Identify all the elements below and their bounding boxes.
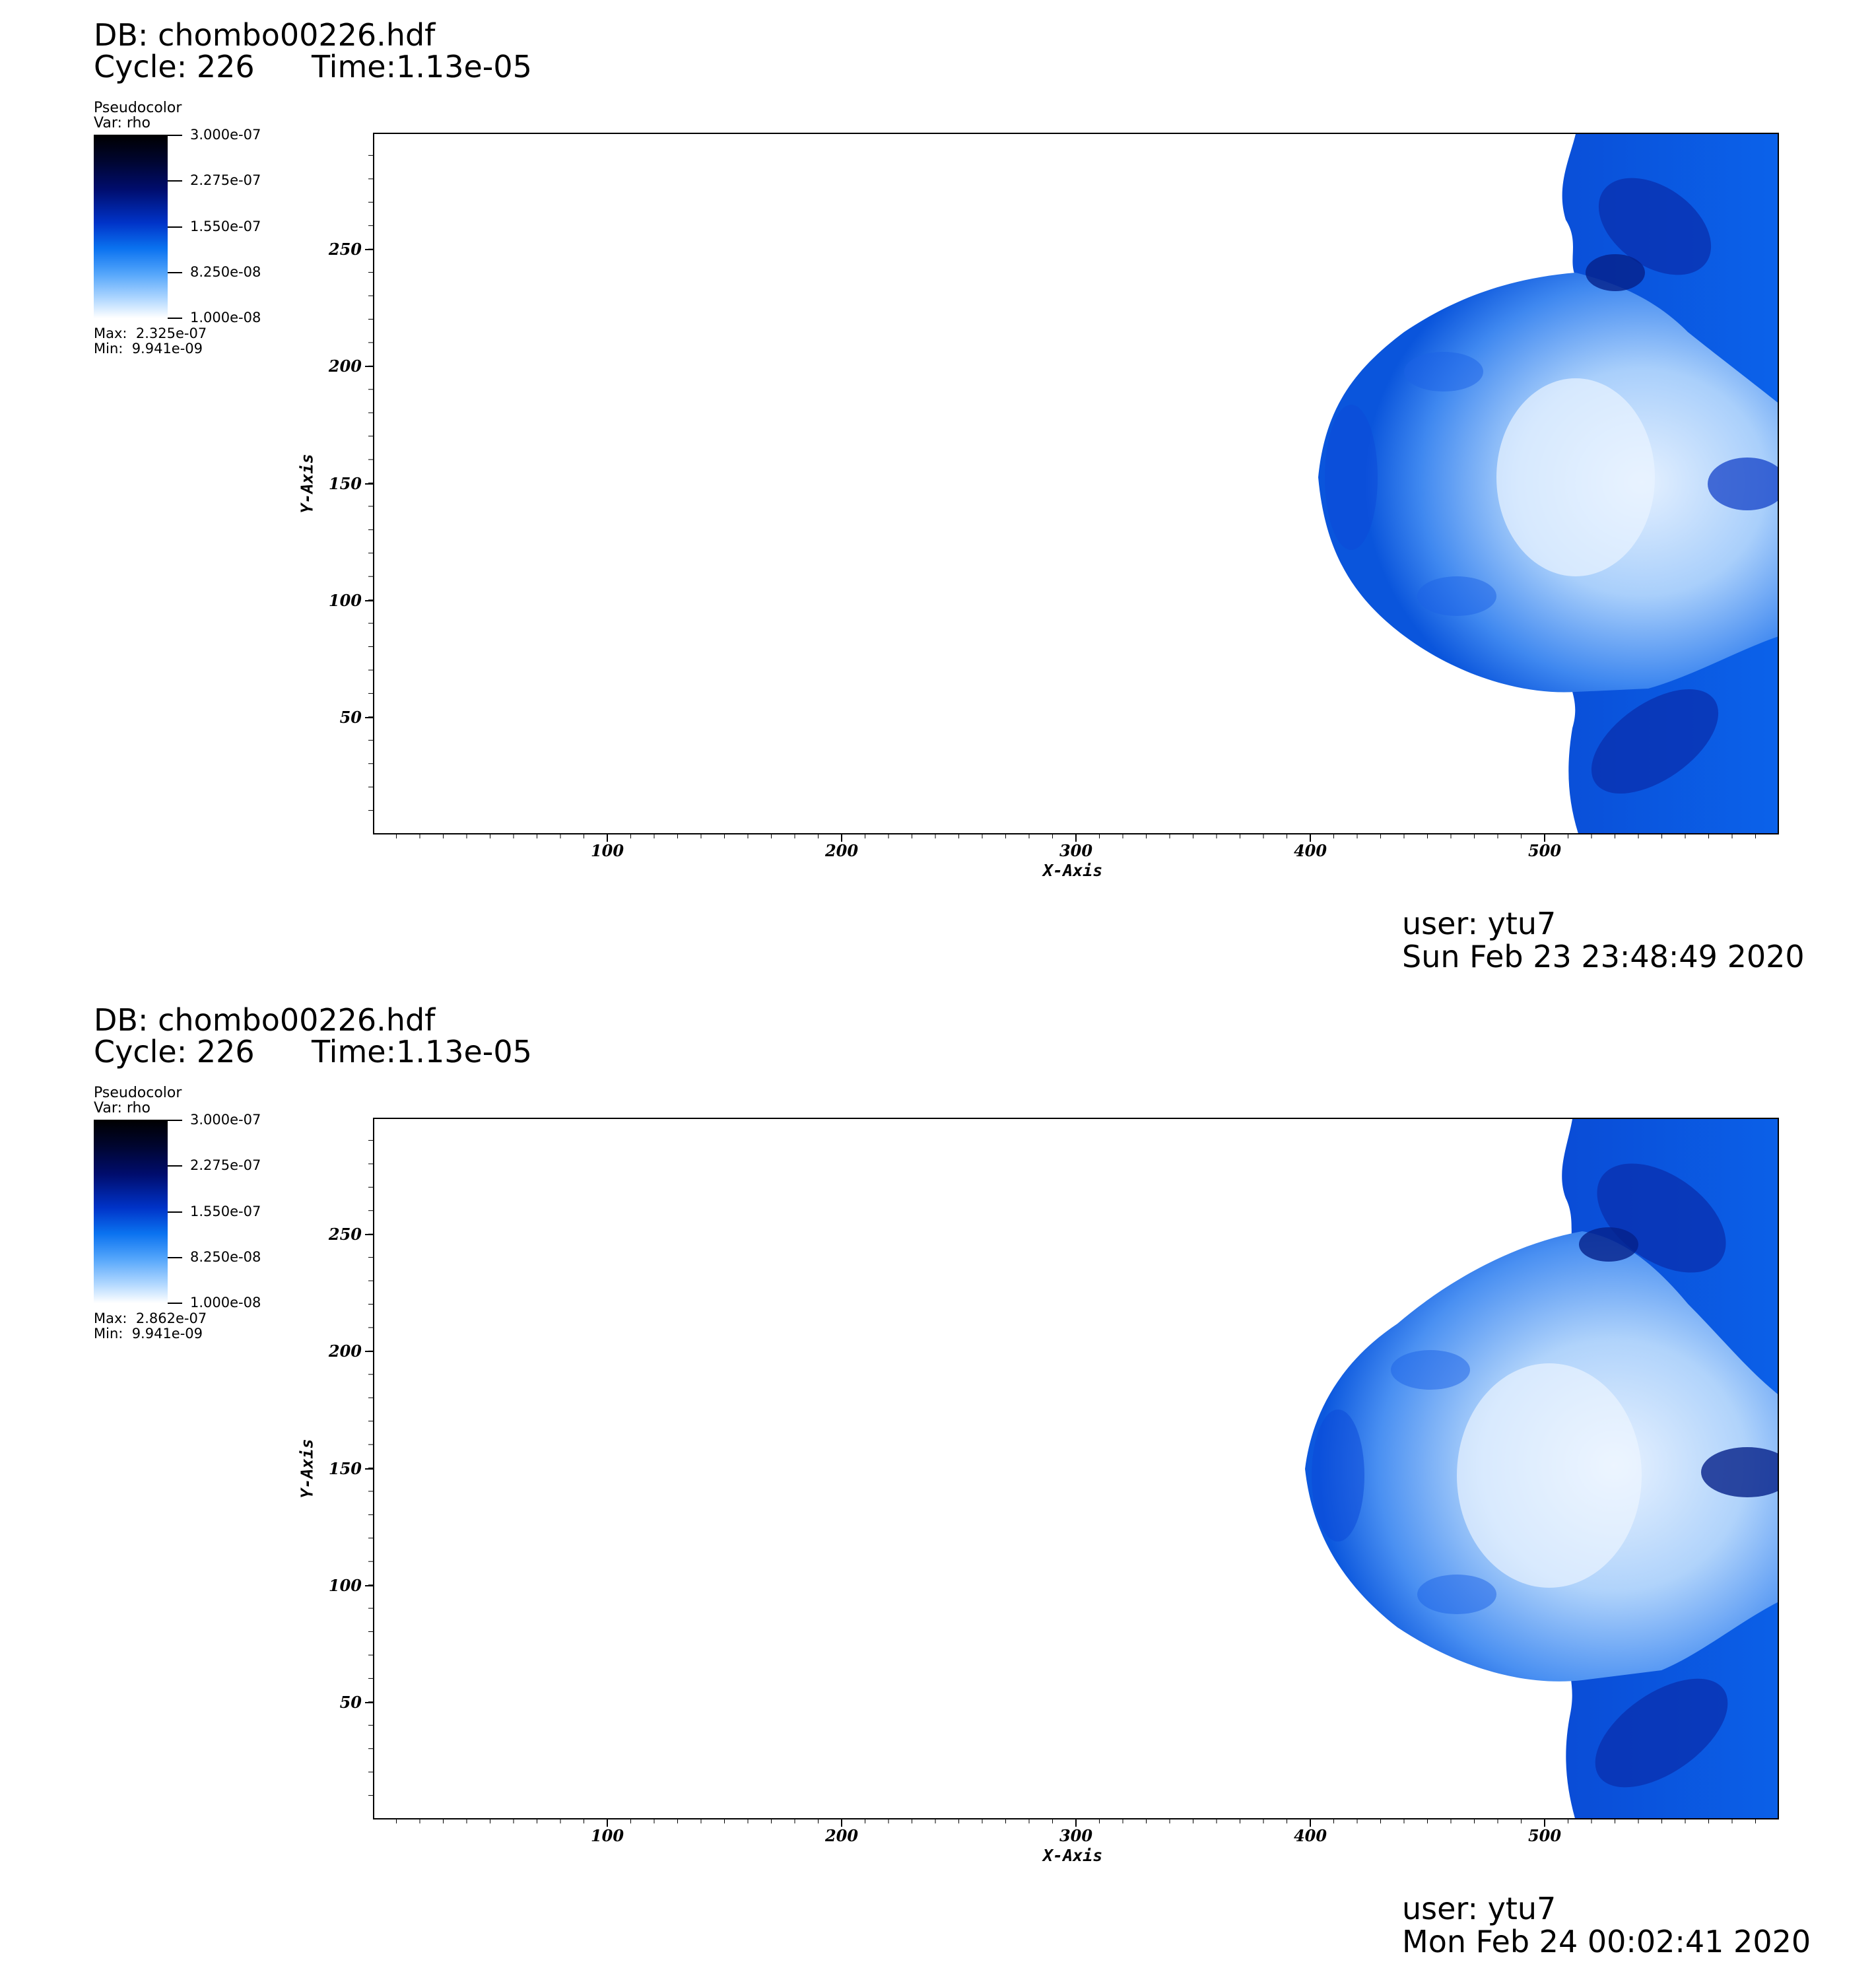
x-tick-label: 300 <box>1059 841 1093 860</box>
x-tick-label: 300 <box>1059 1826 1093 1845</box>
density-field <box>1318 134 1778 833</box>
colorbar <box>94 1120 168 1303</box>
y-tick-marks <box>365 249 373 718</box>
y-tick-label: 200 <box>328 357 362 376</box>
vortex <box>1417 576 1496 616</box>
x-axis-title: X-Axis <box>1043 861 1103 880</box>
user-label: user: ytu7 <box>1402 906 1557 941</box>
x-axis-title: X-Axis <box>1043 1846 1103 1865</box>
date-label: Sun Feb 23 23:48:49 2020 <box>1402 939 1805 974</box>
colorbar-tick <box>168 180 182 182</box>
y-tick-label: 250 <box>328 240 362 259</box>
colorbar-tick <box>168 1211 182 1213</box>
date-label: Mon Feb 24 00:02:41 2020 <box>1402 1924 1811 1959</box>
colorbar <box>94 135 168 318</box>
legend-plot-type: Pseudocolor <box>94 100 182 116</box>
vortex <box>1708 458 1778 510</box>
x-tick-label: 500 <box>1527 1826 1562 1845</box>
vortex <box>1417 1575 1496 1614</box>
x-tick-label: 200 <box>824 841 859 860</box>
legend-plot-type: Pseudocolor <box>94 1085 182 1101</box>
y-tick-label: 200 <box>328 1342 362 1361</box>
user-label: user: ytu7 <box>1402 1891 1557 1926</box>
colorbar-tick <box>168 135 182 136</box>
db-label: DB: chombo00226.hdf <box>94 17 436 53</box>
colorbar-tick <box>168 1165 182 1167</box>
legend-var: Var: rho <box>94 1100 151 1116</box>
colorbar-label: 1.550e-07 <box>190 219 261 234</box>
vortex <box>1598 178 1712 275</box>
colorbar-label: 3.000e-07 <box>190 127 261 143</box>
colorbar-tick <box>168 318 182 319</box>
cycle-label: Cycle: 226 <box>94 49 255 85</box>
y-tick-label: 100 <box>328 591 362 610</box>
plot-panel-2: DB: chombo00226.hdf Cycle: 226 Time:1.13… <box>0 985 1876 1970</box>
colorbar-label: 1.550e-07 <box>190 1204 261 1219</box>
vortex <box>1391 1350 1470 1390</box>
colorbar-label: 2.275e-07 <box>190 1157 261 1173</box>
y-tick-label: 50 <box>339 1693 362 1712</box>
vortex <box>1595 1678 1728 1788</box>
x-tick-label: 200 <box>824 1826 859 1845</box>
colorbar-label: 3.000e-07 <box>190 1112 261 1128</box>
max-label: Max: 2.325e-07 <box>94 325 207 341</box>
y-axis-title: Y-Axis <box>297 454 317 514</box>
colorbar-tick <box>168 1120 182 1121</box>
colorbar-label: 8.250e-08 <box>190 1249 261 1265</box>
x-tick-label: 500 <box>1527 841 1562 860</box>
time-label: Time:1.13e-05 <box>312 1034 532 1070</box>
vortex <box>1579 1227 1638 1262</box>
time-label: Time:1.13e-05 <box>312 49 532 85</box>
minor-ticks <box>368 1139 1756 1823</box>
minor-ticks <box>368 154 1756 838</box>
vortex <box>1586 254 1645 291</box>
plot-area <box>373 1118 1779 1819</box>
plot-panel-1: DB: chombo00226.hdf Cycle: 226 Time:1.13… <box>94 17 1805 974</box>
max-label: Max: 2.862e-07 <box>94 1310 207 1326</box>
colorbar-label: 1.000e-08 <box>190 1295 261 1310</box>
y-tick-label: 150 <box>328 474 362 493</box>
colorbar-tick <box>168 272 182 273</box>
colorbar-tick <box>168 226 182 228</box>
vortex <box>1591 689 1719 794</box>
vortex <box>1312 1410 1364 1542</box>
vortex <box>1325 405 1378 550</box>
min-label: Min: 9.941e-09 <box>94 1326 203 1342</box>
x-tick-label: 100 <box>590 1826 624 1845</box>
colorbar-label: 1.000e-08 <box>190 310 261 325</box>
cycle-label: Cycle: 226 <box>94 1034 255 1070</box>
y-tick-label: 150 <box>328 1459 362 1478</box>
y-tick-label: 100 <box>328 1576 362 1595</box>
colorbar-tick <box>168 1303 182 1304</box>
x-tick-label: 400 <box>1293 841 1327 860</box>
colorbar-tick <box>168 1257 182 1258</box>
y-tick-label: 50 <box>339 708 362 727</box>
density-field <box>1305 1119 1778 1818</box>
x-tick-label: 100 <box>590 841 624 860</box>
min-label: Min: 9.941e-09 <box>94 341 203 357</box>
legend-var: Var: rho <box>94 115 151 131</box>
colorbar-label: 8.250e-08 <box>190 264 261 280</box>
y-axis-title: Y-Axis <box>297 1439 317 1499</box>
vortex <box>1701 1447 1778 1497</box>
colorbar-label: 2.275e-07 <box>190 172 261 188</box>
light-core <box>1496 378 1655 576</box>
vortex <box>1404 352 1483 391</box>
y-tick-marks <box>365 1234 373 1703</box>
x-tick-label: 400 <box>1293 1826 1327 1845</box>
y-tick-label: 250 <box>328 1225 362 1244</box>
plot-area <box>373 133 1779 834</box>
axis-ticks <box>365 154 1779 842</box>
db-label: DB: chombo00226.hdf <box>94 1002 436 1038</box>
axis-ticks <box>365 1139 1779 1827</box>
light-core <box>1457 1363 1642 1588</box>
